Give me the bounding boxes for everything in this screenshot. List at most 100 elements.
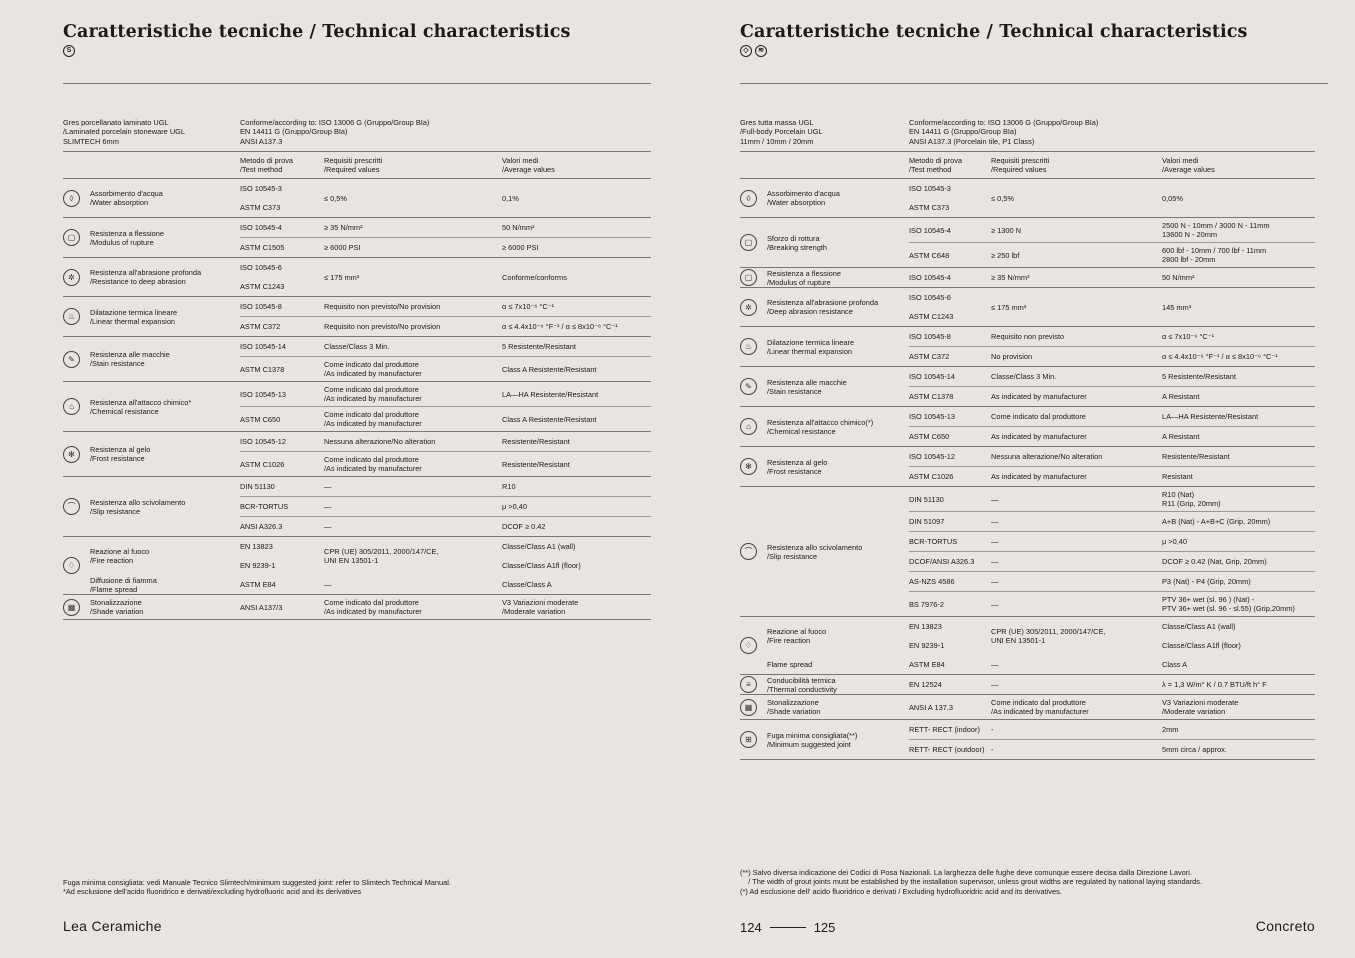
average-value: Resistant [1162,472,1193,482]
sub-row: Sforzo di rottura/Breaking strength ISO 1… [767,218,1315,267]
water-drop-icon: ◊ [740,189,757,207]
test-columns: EN 13823 EN 9239-1 CPR (UE) 305/2011, 2000… [240,537,651,575]
average-value: A+B (Nat) - A+B+C (Grip, 20mm) [1162,517,1271,527]
test-method: ISO 10545-4 [240,223,282,233]
test-method: ISO 10545-4 [909,225,951,235]
test-method: ANSI A137/3 [240,602,283,612]
test-rows: ISO 10545-4 ≥ 35 N/mm² 50 N/mm² ASTM C1505 ≥… [240,218,651,257]
test-row: DIN 51130 — R10 (Nat) R11 (Grip, 20mm) [909,487,1315,511]
text-line: /Test method [909,165,952,175]
text-line: Resistenza a flessione [90,228,164,238]
test-method: ASTM C1378 [240,364,285,374]
required-value: Come indicato dal produttore /As indicat… [324,455,422,474]
text-line: /Slip resistance [90,506,141,516]
required-value-column: ≤ 0,5% [991,179,1162,217]
required-value: CPR (UE) 305/2011, 2000/147/CE, UNI EN 1… [991,627,1106,646]
table-row: ✻ Resistenza al gelo/Frost resistance ISO … [740,447,1315,488]
label-lines: Resistenza all'attacco chimico(*)/Chemic… [767,418,873,437]
required-value: Nessuna alterazione/No alteration [324,437,436,447]
test-rows: DIN 51130— R10 (Nat) R11 (Grip, 20mm) DIN … [909,487,1315,616]
required-value: — [991,660,999,670]
test-columns: ISO 10545-6 ASTM C1243 ≤ 175 mm³ 145 mm³ [909,288,1315,326]
property-label: Fuga minima consigliata(**)/Minimum sugg… [767,720,909,759]
row-body: Reazione al fuoco/Fire reaction EN 13823 E… [90,537,651,594]
divider [63,83,651,84]
test-method: ISO 10545-4 [909,273,951,283]
average-value-column: 0,1% [502,179,651,217]
page-left: Caratteristiche tecniche / Technical cha… [63,0,651,958]
test-row: ISO 10545-14 Classe/Class 3 Min. 5 Resiste… [240,337,651,356]
product-badge-icon: ◇ [740,45,752,57]
test-row: RETT- RECT (outdoor) - 5mm circa / approx. [909,739,1315,759]
test-row: AS-NZS 4586 — P3 (Nat) - P4 (Grip, 20mm) [909,571,1315,591]
table-row: ◊ Assorbimento d'acqua/Water absorption IS… [63,179,651,219]
page-number-right: 125 [813,920,836,935]
footnote: (**) Salvo diversa indicazione dei Codic… [740,868,1192,877]
slip-icon: ⌒ [63,477,90,536]
text-line: /Stain resistance [90,359,145,369]
test-method: AS-NZS 4586 [909,577,955,587]
text-line: /Breaking strength [767,242,827,252]
test-row: ANSI A 137.3 Come indicato dal produttore… [909,695,1315,719]
spacer [740,156,909,175]
required-value: Come indicato dal produttore /As indicat… [991,698,1089,717]
average-value: P3 (Nat) - P4 (Grip, 20mm) [1162,577,1251,587]
test-rows: ISO 10545-12 Nessuna alterazione/No alter… [240,432,651,476]
test-row: BS 7976-2 — PTV 36+ wet (sl. 96 ) (Nat) - … [909,591,1315,616]
table-row: ▢ Sforzo di rottura/Breaking strength ISO … [740,218,1315,269]
average-value: LA—HA Resistente/Resistant [1162,412,1259,422]
sub-row: Resistenza all'abrasione profonda/Resist… [90,258,651,296]
row-body: Fuga minima consigliata(**)/Minimum sugg… [767,720,1315,759]
test-method: ASTM C650 [909,432,950,442]
row-body: Resistenza allo scivolamento/Slip resist… [90,477,651,536]
average-value: DCOF ≥ 0.42 [502,522,546,532]
property-label: Resistenza all'abrasione profonda/Resist… [90,258,240,296]
test-method: EN 13823 [909,622,942,632]
text-line: Conforme/according to: ISO 13006 G (Grup… [909,118,1099,127]
thermal-icon: ♨ [63,297,90,336]
test-row: ASTM C372 Requisito non previsto/No provi… [240,316,651,336]
row-body: Assorbimento d'acqua/Water absorption ISO… [90,179,651,217]
label-lines: Reazione al fuoco/Fire reaction [767,627,826,646]
test-rows: ASTM E84 — Class A [909,655,1315,674]
label-lines: Sforzo di rottura/Breaking strength [767,234,827,253]
shade-icon: ▦ [63,595,90,619]
test-rows: ISO 10545-12 Nessuna alterazione/No alter… [909,447,1315,486]
water-drop-icon: ◊ [740,179,767,217]
test-row: ISO 10545-8 Requisito non previsto α ≤ 7x1… [909,327,1315,346]
average-value: 0,05% [1162,193,1183,203]
test-method: RETT- RECT (indoor) [909,725,980,735]
test-method: DCOF/ANSI A326.3 [909,557,975,567]
text-line: Reazione al fuoco [767,627,827,637]
row-body: Stonalizzazione/Shade variation ANSI A137… [90,595,651,619]
brand-name: Concreto [1255,918,1315,934]
row-body: Assorbimento d'acqua/Water absorption ISO… [767,179,1315,217]
required-value: - [991,725,994,735]
text-line: /Chemical resistance [767,426,836,436]
sub-row: Resistenza alle macchie/Stain resistance… [767,367,1315,406]
spacer [63,156,240,175]
text-line: Resistenza allo scivolamento [767,542,863,552]
table-row: ✎ Resistenza alle macchie/Stain resistanc… [740,367,1315,408]
test-row: ASTM C650 Come indicato dal produttore /A… [240,406,651,431]
label-lines: Dilatazione termica lineare/Linear therm… [767,338,854,357]
property-label: Resistenza alle macchie/Stain resistance [90,337,240,381]
test-method: ASTM C648 [909,250,950,260]
test-method: ASTM C1243 [240,282,285,292]
average-value: R10 [502,482,516,492]
flexion-icon: ▢ [63,229,80,247]
text-line: Assorbimento d'acqua [767,189,840,199]
required-value: As indicated by manufacturer [991,432,1087,442]
label-lines: Resistenza alle macchie/Stain resistance [767,378,847,397]
text-line: /Deep abrasion resistance [767,307,853,317]
average-value: μ >0,40 [1162,537,1188,547]
text-line: /Shade variation [90,607,144,617]
column-headers: Metodo di prova/Test method Requisiti pre… [63,152,651,180]
header-required: Requisiti prescritti/Required values [324,156,502,175]
test-method: EN 9239-1 [909,641,945,651]
text-line: /Thermal conductivity [767,684,837,694]
average-value: λ = 1,3 W/m° K / 0.7 BTU/ft h° F [1162,680,1267,690]
abrasion-icon: ✲ [740,298,757,316]
text-line: /Frost resistance [767,466,822,476]
average-value: Resistente/Resistant [1162,452,1230,462]
